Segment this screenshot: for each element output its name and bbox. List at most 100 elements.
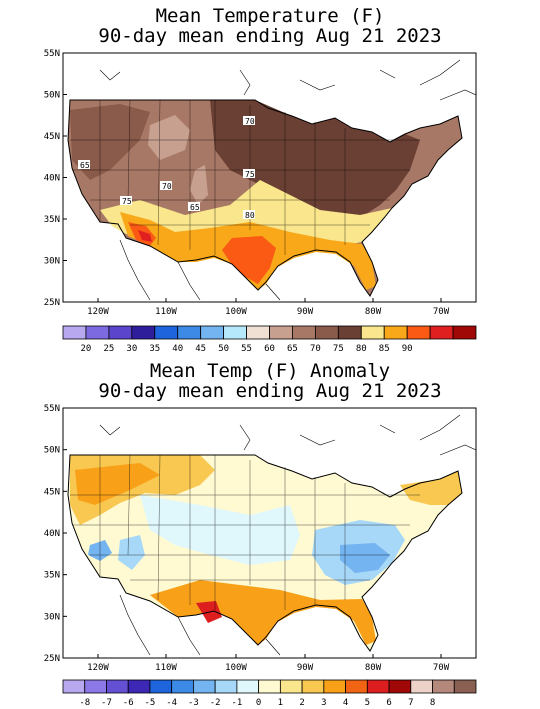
legend-label: 4 xyxy=(343,698,348,708)
lon-tick-label: 100W xyxy=(225,663,247,673)
legend-swatch xyxy=(258,679,281,694)
panel2-title-line2: 90-day mean ending Aug 21 2023 xyxy=(98,380,442,402)
legend-swatch xyxy=(360,325,385,340)
legend-label: 0 xyxy=(256,698,261,708)
contour-label: 65 xyxy=(190,203,200,212)
panel1-zone-65-north xyxy=(148,115,190,160)
legend-swatch xyxy=(337,325,362,340)
panel2-state-borders xyxy=(70,454,420,610)
panel1-map: 70 65 70 75 75 65 80 55N 50N 45N 40N 35N 30N 2… xyxy=(44,49,477,354)
legend-label: -3 xyxy=(188,698,199,708)
legend-swatch xyxy=(106,679,129,694)
lat-tick-label: 40N xyxy=(44,529,60,539)
legend-swatch xyxy=(432,679,455,694)
lon-tick-label: 80W xyxy=(365,663,382,673)
lon-tick-label: 70W xyxy=(433,307,450,317)
panel2-title-line1: Mean Temp (F) Anomaly xyxy=(149,360,391,382)
legend-swatch xyxy=(388,679,412,694)
legend-swatch xyxy=(314,325,339,340)
legend-label: 20 xyxy=(81,344,92,354)
legend-label: 8 xyxy=(430,698,435,708)
legend-label: 50 xyxy=(218,344,229,354)
contour-label: 65 xyxy=(80,161,90,170)
legend-label: 35 xyxy=(149,344,160,354)
legend-swatch xyxy=(410,679,433,694)
legend-swatch xyxy=(131,325,156,340)
legend-swatch xyxy=(193,679,216,694)
legend-label: 45 xyxy=(195,344,206,354)
lon-tick-label: 90W xyxy=(297,663,314,673)
panel2-coastlines xyxy=(99,414,476,656)
panel2-map: 55N 50N 45N 40N 35N 30N 25N 120W 110W 100W 90W 80W 7… xyxy=(44,404,477,708)
legend-swatch xyxy=(84,679,107,694)
panel1-title-line2: 90-day mean ending Aug 21 2023 xyxy=(98,25,442,47)
legend-swatch xyxy=(62,679,86,694)
lon-tick-label: 90W xyxy=(297,307,314,317)
legend-swatch xyxy=(236,679,260,694)
panel2-zone-cool-east-2 xyxy=(340,543,390,573)
legend-swatch xyxy=(301,679,325,694)
legend-swatch xyxy=(279,679,303,694)
panel1-zone-65-rockies xyxy=(190,165,208,205)
lon-tick-label: 100W xyxy=(225,307,247,317)
lat-tick-label: 50N xyxy=(44,91,60,101)
legend-swatch xyxy=(452,325,477,340)
legend-swatch xyxy=(383,325,408,340)
legend-swatch xyxy=(127,679,151,694)
contour-label: 75 xyxy=(245,170,255,179)
lat-tick-label: 30N xyxy=(44,612,60,622)
legend-label: -1 xyxy=(231,698,242,708)
contour-label: 75 xyxy=(122,197,132,206)
lat-tick-label: 45N xyxy=(44,487,60,497)
panel2-axes: 55N 50N 45N 40N 35N 30N 25N 120W 110W 100W 90W 80W 7… xyxy=(44,404,450,673)
lat-tick-label: 55N xyxy=(44,404,60,414)
lat-tick-label: 45N xyxy=(44,132,60,142)
legend-label: 65 xyxy=(287,344,298,354)
lat-tick-label: 35N xyxy=(44,215,60,225)
panel1-title-line1: Mean Temperature (F) xyxy=(155,5,385,27)
legend-label: -5 xyxy=(145,698,156,708)
lat-tick-label: 55N xyxy=(44,49,60,59)
lat-tick-label: 25N xyxy=(44,654,60,664)
legend-label: -7 xyxy=(101,698,112,708)
legend-label: 30 xyxy=(126,344,137,354)
legend-swatch xyxy=(406,325,431,340)
legend-label: -2 xyxy=(210,698,221,708)
legend-label: -6 xyxy=(123,698,134,708)
legend-swatch xyxy=(154,325,179,340)
panel2-zone-warm-nw-4 xyxy=(75,463,160,505)
panel2-zone-0 xyxy=(140,495,300,565)
legend-swatch xyxy=(62,325,87,340)
legend-swatch xyxy=(323,679,346,694)
legend-swatch xyxy=(177,325,202,340)
legend-swatch xyxy=(85,325,110,340)
panel2-zone-warm-ne xyxy=(400,471,462,505)
legend-swatch xyxy=(108,325,133,340)
legend-swatch xyxy=(223,325,247,340)
lat-tick-label: 30N xyxy=(44,257,60,267)
legend-label: 70 xyxy=(310,344,321,354)
lat-tick-label: 25N xyxy=(44,298,60,308)
lat-tick-label: 35N xyxy=(44,571,60,581)
lon-tick-label: 110W xyxy=(155,307,177,317)
panel1-zone-85-texas xyxy=(222,236,276,284)
contour-label: 80 xyxy=(245,211,255,220)
legend-swatch xyxy=(269,325,293,340)
lon-tick-label: 70W xyxy=(433,663,450,673)
legend-label: 60 xyxy=(264,344,275,354)
panel2-legend: -8 -7 -6 -5 -4 -3 -2 -1 0 1 2 3 4 5 6 7 8 xyxy=(62,679,477,708)
legend-swatch xyxy=(345,679,368,694)
legend-swatch xyxy=(246,325,270,340)
lon-tick-label: 80W xyxy=(365,307,382,317)
legend-label: 3 xyxy=(321,698,326,708)
legend-label: 5 xyxy=(365,698,370,708)
lon-tick-label: 110W xyxy=(155,663,177,673)
panel1-zone-90-desert xyxy=(138,230,152,242)
legend-label: 40 xyxy=(172,344,183,354)
legend-swatch xyxy=(453,679,477,694)
contour-label: 70 xyxy=(162,182,172,191)
lon-tick-label: 120W xyxy=(87,663,109,673)
contour-label: 70 xyxy=(245,117,255,126)
legend-label: 25 xyxy=(103,344,114,354)
